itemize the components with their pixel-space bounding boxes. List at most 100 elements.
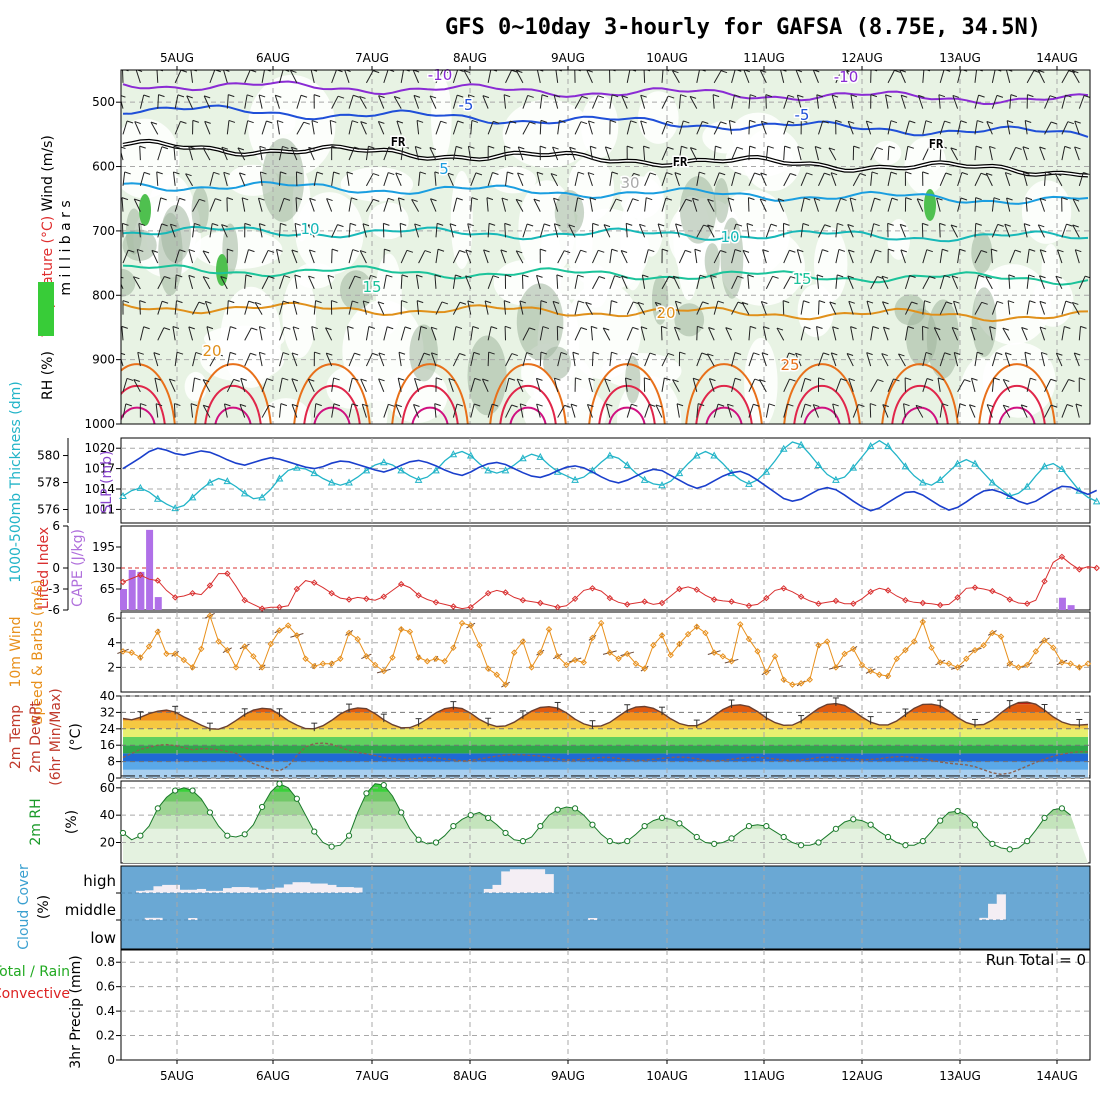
wind-barb [348, 146, 355, 161]
rh-2m-point [745, 823, 753, 830]
wind-barb [922, 378, 928, 392]
wind-barb-flag [840, 378, 847, 382]
y-tick-label: 0.8 [96, 955, 115, 969]
wind-barb-flag [668, 95, 675, 99]
thickness-point [206, 478, 214, 486]
wind-barb-flag [331, 248, 339, 252]
lifted-index-point [624, 601, 631, 608]
wind-barb [209, 198, 216, 212]
wind-speed-point [693, 623, 700, 630]
wind-barb [206, 326, 211, 341]
wind-barb [452, 326, 457, 341]
lifted-index-point [850, 600, 857, 607]
y-tick-label: 900 [92, 353, 115, 367]
rh-moist-area [191, 186, 209, 234]
wind-barb-flag [354, 352, 361, 356]
thickness-point [745, 479, 753, 487]
wind-barb [1026, 274, 1030, 289]
svg-text:RH (%) Temperature (°C: RH (%) Temperature (°C) Wind (m/s) [40, 135, 56, 400]
wind-barb-flag [585, 301, 592, 305]
mid-cloud-bar [979, 917, 989, 920]
wind-barb-flag [761, 352, 769, 356]
rh-2m-point [485, 814, 492, 822]
wind-barb-flag [717, 403, 725, 407]
wind-barb [291, 249, 298, 264]
wind-barb-flag [681, 145, 688, 149]
wind-barb [696, 352, 703, 367]
wind-barb [209, 172, 214, 186]
surface-isotherm [411, 406, 449, 424]
wind-barb-flag [1065, 94, 1072, 98]
wind-barb-flag [986, 121, 993, 124]
wind-barb-flag [977, 120, 984, 124]
wind-barb [883, 326, 889, 341]
wind-barb [1039, 198, 1046, 212]
wind-barb-flag [194, 222, 201, 226]
wind-barb-flag [697, 403, 705, 407]
thickness-point [814, 460, 823, 468]
wind-barb-flag [398, 377, 405, 381]
wind-barb-flag [349, 222, 357, 226]
wind-barb [712, 94, 715, 109]
wind-speed-point [250, 653, 257, 660]
wind-barb [1044, 121, 1052, 135]
wind-barb-flag [580, 327, 588, 331]
wind-barb-flag [699, 274, 707, 278]
rh-2m-point [415, 836, 422, 843]
wind-barb [291, 352, 298, 367]
precip-panel: 00.20.40.60.8 Total / Rain Convective 3h… [0, 949, 1091, 1069]
wind-speed-point [710, 649, 718, 656]
high-cloud-bar [492, 884, 502, 893]
lifted-index-point [676, 585, 683, 593]
wind-barb-flag [291, 352, 299, 356]
wind-barb [574, 96, 583, 109]
wind-barb-flag [484, 300, 492, 304]
wind-barb-flag [989, 145, 996, 149]
wind-speed-point [145, 643, 153, 650]
wind-barb-flag [434, 403, 441, 407]
thickness-point [692, 451, 701, 459]
wind-barb-flag [517, 378, 524, 382]
rh-2m-point [311, 828, 318, 835]
wind-speed-point [415, 654, 422, 661]
surface-isotherm [891, 385, 949, 424]
wind-barb-flag [840, 197, 847, 201]
wind-barb [887, 197, 893, 212]
wind-barb [157, 301, 163, 315]
wind-barb [661, 147, 669, 161]
wind-barb [1022, 146, 1028, 161]
thickness-point [275, 474, 284, 482]
rh-moist-area [713, 177, 729, 224]
temp-unit-label: (°C) [68, 723, 84, 751]
wind-barb-flag [970, 326, 977, 330]
wind-barb-flag [533, 198, 541, 202]
wind-barb [157, 197, 162, 212]
wind-barb [173, 403, 176, 418]
wind-barb-flag [126, 377, 134, 381]
wind-barb [122, 378, 128, 392]
wind-barb-flag [818, 300, 826, 304]
wind-barb [748, 378, 756, 393]
wind-barb-flag [976, 351, 984, 355]
wind-barb [708, 327, 715, 341]
wind-barb-flag [822, 120, 829, 124]
wind-barb-flag [186, 95, 193, 99]
wind-speed-point [1076, 664, 1083, 671]
lifted-index-axis-label: Lifted Index [36, 527, 52, 609]
thickness-line [122, 439, 1097, 509]
wind-barb [1039, 275, 1045, 290]
wind-speed-point [815, 642, 822, 649]
wind-speed-point [328, 660, 335, 667]
wind-speed-point [189, 664, 196, 671]
wind-barb-flag [308, 224, 315, 228]
wind-barb-flag [938, 94, 946, 98]
wind-barb-flag [259, 326, 266, 330]
wind-barb [553, 94, 559, 109]
wind-barb-flag [1075, 403, 1083, 407]
wind-barb-flag [277, 120, 284, 124]
wind-barb-flag [614, 275, 621, 279]
wind-barb [783, 173, 791, 187]
wind-barb-flag [986, 172, 993, 176]
wind-barb [640, 326, 646, 341]
